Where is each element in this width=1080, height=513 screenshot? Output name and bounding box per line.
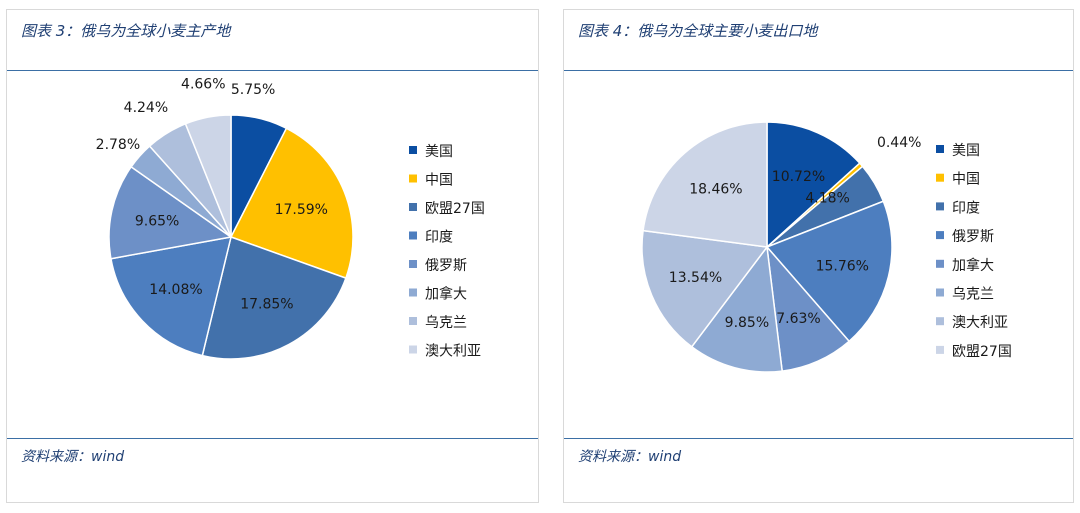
pie-data-label: 7.63% xyxy=(776,311,820,327)
legend-label: 俄罗斯 xyxy=(425,258,467,274)
legend-swatch xyxy=(936,345,944,354)
pie-slice xyxy=(201,236,347,360)
pie-data-label: 9.65% xyxy=(135,214,179,230)
chart-panel-export: 图表 4：俄乌为全球主要小麦出口地 10.72% 美国 0.44% 中国 4.18% 印度… xyxy=(563,9,1074,503)
legend-label: 俄罗斯 xyxy=(952,229,994,245)
legend-swatch xyxy=(936,259,944,268)
legend-label: 乌克兰 xyxy=(952,287,994,303)
pie-slice xyxy=(229,127,354,280)
legend-swatch xyxy=(409,146,417,154)
pie-data-label: 10.72% xyxy=(772,169,825,185)
pie-data-label: 13.54% xyxy=(669,270,722,286)
pie-slice xyxy=(108,165,233,260)
source-note: 资料来源：wind xyxy=(578,449,682,465)
legend-label: 欧盟27国 xyxy=(425,201,485,217)
legend-swatch xyxy=(936,173,944,182)
legend-label: 中国 xyxy=(425,173,453,189)
pie-chart-export: 10.72% 美国 0.44% 中国 4.18% 印度 15.76% 俄罗斯 7.63% 加拿大 9… xyxy=(641,121,1012,373)
legend-label: 加拿大 xyxy=(952,257,994,274)
pie-slice xyxy=(765,200,893,343)
pie-data-label: 17.85% xyxy=(240,297,293,313)
pie-data-label: 4.24% xyxy=(124,100,168,116)
legend-label: 澳大利亚 xyxy=(425,344,481,360)
pie-slice xyxy=(184,114,232,238)
legend-swatch xyxy=(936,231,944,240)
legend-swatch xyxy=(936,288,944,297)
panel-title: 图表 3：俄乌为全球小麦主产地 xyxy=(21,22,231,40)
pie-data-label: 0.44% xyxy=(877,135,921,151)
pie-data-label: 18.46% xyxy=(689,182,742,198)
title-divider xyxy=(564,70,1073,71)
legend-label: 乌克兰 xyxy=(425,315,467,331)
legend-swatch xyxy=(936,202,944,211)
pie-slice xyxy=(766,121,861,249)
chart-panel-production: 图表 3：俄乌为全球小麦主产地 5.75% 美国 17.59% 中国 17.85% 欧盟2… xyxy=(6,9,539,503)
panel-title: 图表 4：俄乌为全球主要小麦出口地 xyxy=(578,22,818,40)
pie-slice xyxy=(641,229,769,348)
legend-label: 澳大利亚 xyxy=(952,315,1008,331)
title-divider xyxy=(7,70,538,71)
legend-label: 美国 xyxy=(952,143,980,159)
source-note: 资料来源：wind xyxy=(21,449,125,465)
pie-data-label: 2.78% xyxy=(96,137,140,153)
legend-label: 加拿大 xyxy=(425,286,467,303)
pie-data-label: 17.59% xyxy=(275,202,328,218)
legend-swatch xyxy=(936,317,944,326)
pie-slice xyxy=(110,236,232,357)
legend-swatch xyxy=(936,145,944,153)
pie-data-label: 4.18% xyxy=(805,190,849,206)
pie-slice xyxy=(642,121,768,248)
source-divider xyxy=(564,438,1073,439)
legend-label: 美国 xyxy=(425,144,453,160)
pie-data-label: 14.08% xyxy=(149,282,202,298)
legend-label: 印度 xyxy=(952,200,980,216)
legend-label: 欧盟27国 xyxy=(952,344,1012,360)
legend-swatch xyxy=(409,203,417,211)
source-divider xyxy=(7,438,538,439)
legend-swatch xyxy=(409,317,417,325)
pie-data-label: 15.76% xyxy=(816,258,869,274)
legend-label: 印度 xyxy=(425,230,453,246)
legend-swatch xyxy=(409,174,417,183)
legend-swatch xyxy=(409,260,417,268)
pie-slice xyxy=(690,245,784,373)
legend-label: 中国 xyxy=(952,172,980,188)
pie-chart-production: 5.75% 美国 17.59% 中国 17.85% 欧盟27国 14.08% 印度 9.65% 俄… xyxy=(96,77,485,360)
legend-swatch xyxy=(409,345,417,354)
legend-swatch xyxy=(409,231,417,240)
pie-data-label: 4.66% xyxy=(181,77,225,93)
legend-swatch xyxy=(409,288,417,297)
pie-data-label: 5.75% xyxy=(231,82,275,98)
pie-data-label: 9.85% xyxy=(725,315,769,331)
